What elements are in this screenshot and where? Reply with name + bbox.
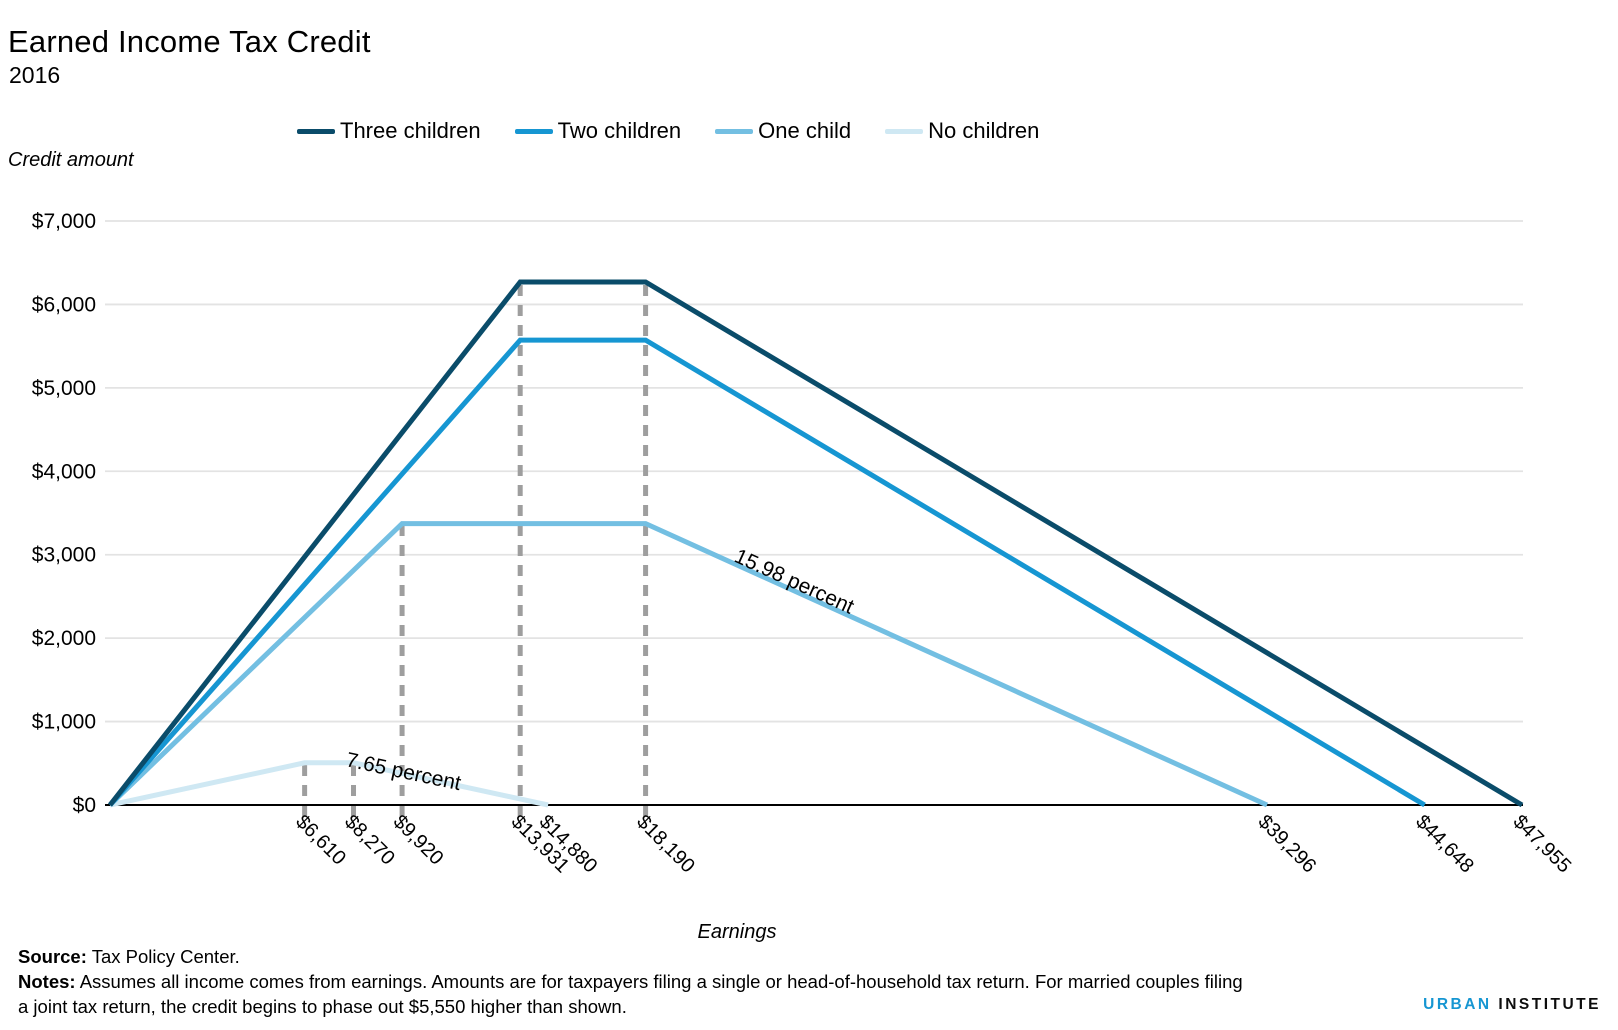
legend-item-no-children: No children [885,118,1039,144]
legend-item-two-children: Two children [514,118,682,144]
legend-swatch [297,128,335,134]
source-label: Source: [18,946,87,967]
notes-label: Notes: [18,971,76,992]
y-axis-tick-label: $6,000 [32,293,96,316]
legend-label: No children [928,118,1040,143]
y-axis-title: Credit amount [8,149,134,171]
y-axis-tick-label: $1,000 [32,711,96,734]
notes-text-1: Assumes all income comes from earnings. … [79,971,1243,992]
page-subtitle: 2016 [9,62,61,88]
rate-annotation-7-65-percent: 7.65 percent [344,748,463,795]
legend: Three children Two children One child No ch… [297,118,1039,144]
y-axis-tick-label: $7,000 [32,210,96,233]
legend-item-three-children: Three children [297,118,481,144]
x-axis-title: Earnings [697,921,777,943]
y-axis-tick-label: $4,000 [32,460,96,483]
notes-line-2: a joint tax return, the credit begins to… [18,996,627,1017]
notes-line-1: Notes: Assumes all income comes from ear… [18,969,1348,994]
x-axis-tick-label: $47,955 [1509,811,1576,878]
legend-swatch [715,128,754,134]
legend-label: One child [758,118,852,143]
legend-label: Three children [340,118,481,143]
logo-institute: INSTITUTE [1498,996,1601,1013]
y-axis-tick-label: $3,000 [32,544,96,567]
x-axis-tick-label: $18,190 [632,811,699,878]
rate-annotation-15-98-percent: 15.98 percent [731,545,858,619]
x-axis-tick-label: $13,931 [507,811,574,878]
x-axis-tick-label: $14,880 [535,811,602,878]
source-note: Source: Tax Policy Center. [18,944,1348,969]
x-axis-tick-label: $6,610 [291,811,350,870]
series-line-three-children [108,279,1524,808]
series-line-no-children [109,760,549,808]
notes: Notes: Assumes all income comes from ear… [18,969,1348,1019]
x-axis-tick-label: $8,270 [340,811,399,870]
source-text: Tax Policy Center. [91,946,240,967]
footnotes: Source: Tax Policy Center. Notes: Assume… [18,944,1348,1019]
x-axis-tick-label: $39,296 [1254,811,1321,878]
legend-swatch [885,128,924,134]
legend-label: Two children [557,118,682,143]
y-axis-tick-label: $5,000 [32,377,96,400]
y-axis-tick-label: $0 [73,794,96,817]
series-line-two-children [108,337,1426,808]
page-title: Earned Income Tax Credit [8,24,371,59]
legend-item-one-child: One child [715,118,851,144]
x-axis-tick-label: $9,920 [389,811,448,870]
logo-urban: URBAN [1423,996,1492,1013]
urban-institute-logo: URBAN INSTITUTE [1423,996,1601,1014]
legend-swatch [514,128,553,134]
series-line-one-child [108,521,1269,808]
y-axis-tick-label: $2,000 [32,627,96,650]
x-axis-tick-label: $44,648 [1411,811,1478,878]
